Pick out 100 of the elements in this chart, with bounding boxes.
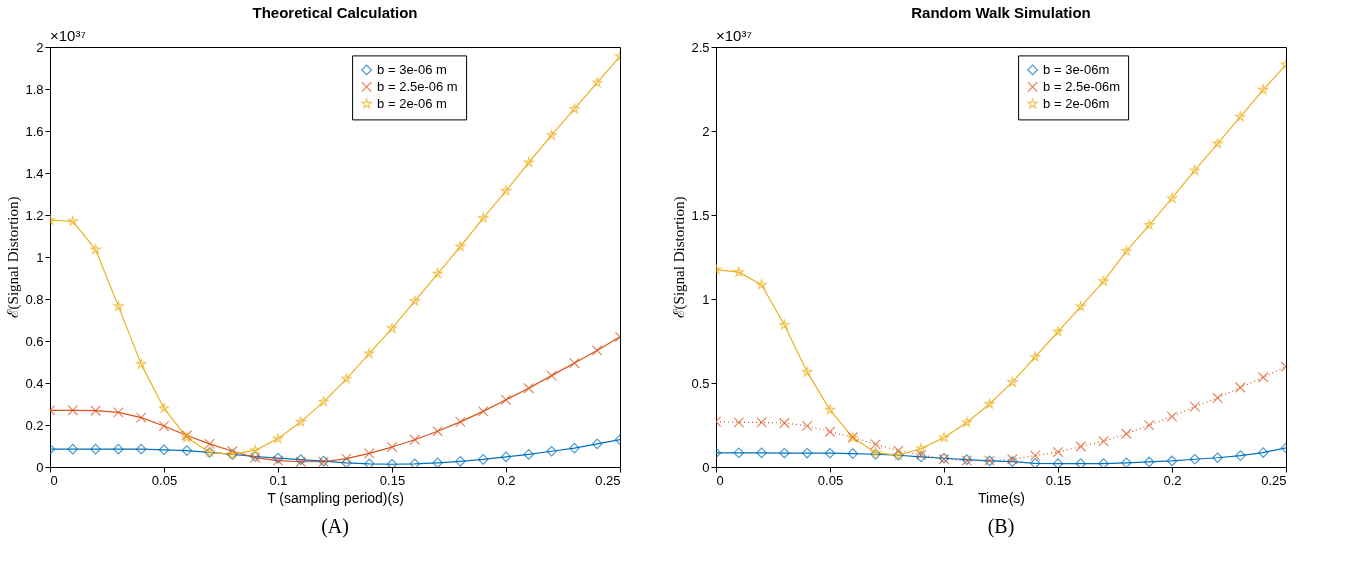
point bbox=[386, 458, 398, 467]
point bbox=[938, 432, 950, 443]
x-tick-label: 0.1 bbox=[935, 472, 954, 488]
point bbox=[409, 295, 420, 306]
point bbox=[801, 447, 813, 459]
point bbox=[1075, 441, 1087, 452]
point bbox=[136, 358, 147, 369]
point bbox=[733, 416, 745, 428]
point bbox=[1257, 371, 1269, 383]
y-tick-label: 2 bbox=[36, 39, 44, 55]
text: ×10³⁷ bbox=[716, 27, 752, 44]
x-tick-label: 0.1 bbox=[269, 472, 288, 488]
y-tick-label: 1.5 bbox=[691, 207, 710, 223]
point bbox=[386, 441, 398, 453]
point bbox=[432, 425, 443, 437]
point bbox=[158, 420, 170, 432]
x-tick-label: 0 bbox=[50, 472, 58, 488]
point bbox=[67, 443, 79, 455]
point bbox=[500, 451, 512, 463]
point bbox=[523, 382, 535, 394]
y-tick-label: 2.5 bbox=[691, 39, 710, 55]
point bbox=[500, 185, 512, 196]
point bbox=[1098, 276, 1109, 286]
point bbox=[1144, 219, 1155, 230]
point bbox=[1052, 458, 1064, 467]
point bbox=[1235, 450, 1246, 461]
y-tick-label: 0.4 bbox=[25, 375, 44, 391]
point bbox=[386, 323, 398, 333]
legend-label: b = 2.5e-06 m bbox=[377, 78, 458, 94]
point bbox=[779, 319, 790, 330]
x-tick-label: 0 bbox=[716, 472, 724, 488]
point bbox=[341, 457, 352, 467]
point bbox=[1166, 411, 1178, 422]
point bbox=[569, 442, 580, 454]
point bbox=[984, 398, 995, 409]
point bbox=[1166, 192, 1178, 203]
text: (A) bbox=[321, 515, 349, 538]
point bbox=[113, 301, 124, 311]
point bbox=[363, 458, 375, 467]
point bbox=[779, 417, 790, 429]
point bbox=[204, 438, 215, 450]
point bbox=[1212, 392, 1223, 404]
point bbox=[961, 417, 972, 427]
point bbox=[916, 443, 927, 453]
legend-label: b = 2e-06 m bbox=[377, 95, 447, 111]
point bbox=[591, 438, 603, 450]
point bbox=[272, 433, 284, 444]
point bbox=[432, 457, 443, 467]
point bbox=[90, 244, 101, 255]
point bbox=[1029, 457, 1041, 467]
point bbox=[1212, 138, 1223, 149]
point bbox=[318, 396, 329, 407]
x-tick-label: 0.25 bbox=[595, 472, 621, 488]
point bbox=[409, 458, 421, 467]
text: ×10³⁷ bbox=[50, 27, 86, 44]
point bbox=[756, 279, 767, 290]
point bbox=[341, 453, 352, 464]
point bbox=[802, 366, 813, 377]
y-tick-label: 1 bbox=[36, 249, 44, 265]
legend-label: b = 3e-06m bbox=[1043, 61, 1110, 77]
y-tick-label: 1.2 bbox=[25, 207, 44, 223]
chart-title: Random Walk Simulation bbox=[911, 4, 1091, 21]
point bbox=[478, 212, 489, 223]
point bbox=[779, 447, 790, 459]
point bbox=[1257, 447, 1269, 458]
point bbox=[824, 426, 836, 438]
x-tick-label: 0.05 bbox=[817, 472, 844, 488]
legend-label: b = 2.5e-06m bbox=[1043, 78, 1121, 94]
point bbox=[1235, 382, 1246, 393]
point bbox=[523, 449, 535, 460]
point bbox=[591, 345, 603, 356]
y-axis-title: ℰ(Signal Distortion) bbox=[671, 196, 689, 319]
x-tick-label: 0.25 bbox=[1261, 472, 1287, 488]
point bbox=[1052, 326, 1064, 337]
point bbox=[113, 407, 124, 418]
x-axis-title: T (sampling period)(s) bbox=[267, 489, 404, 506]
x-tick-label: 0.2 bbox=[497, 472, 516, 488]
y-axis-title: ℰ(Signal Distortion) bbox=[5, 196, 23, 319]
y-tick-label: 0 bbox=[36, 459, 44, 475]
point bbox=[1007, 376, 1018, 387]
point bbox=[90, 443, 101, 455]
point bbox=[1029, 450, 1041, 461]
point bbox=[455, 416, 466, 428]
point bbox=[1212, 452, 1223, 464]
point bbox=[295, 416, 306, 427]
point bbox=[801, 420, 813, 432]
legend-label: b = 3e-06 m bbox=[377, 61, 447, 77]
point bbox=[1166, 455, 1178, 467]
point bbox=[181, 445, 193, 456]
point bbox=[1235, 111, 1246, 122]
point bbox=[432, 268, 443, 279]
point bbox=[1189, 453, 1201, 465]
y-tick-label: 0.5 bbox=[691, 375, 710, 391]
point bbox=[546, 129, 557, 140]
point bbox=[1258, 84, 1269, 95]
point bbox=[870, 438, 881, 450]
point bbox=[455, 455, 466, 467]
point bbox=[733, 266, 744, 277]
point bbox=[67, 215, 78, 226]
point bbox=[1121, 428, 1132, 440]
